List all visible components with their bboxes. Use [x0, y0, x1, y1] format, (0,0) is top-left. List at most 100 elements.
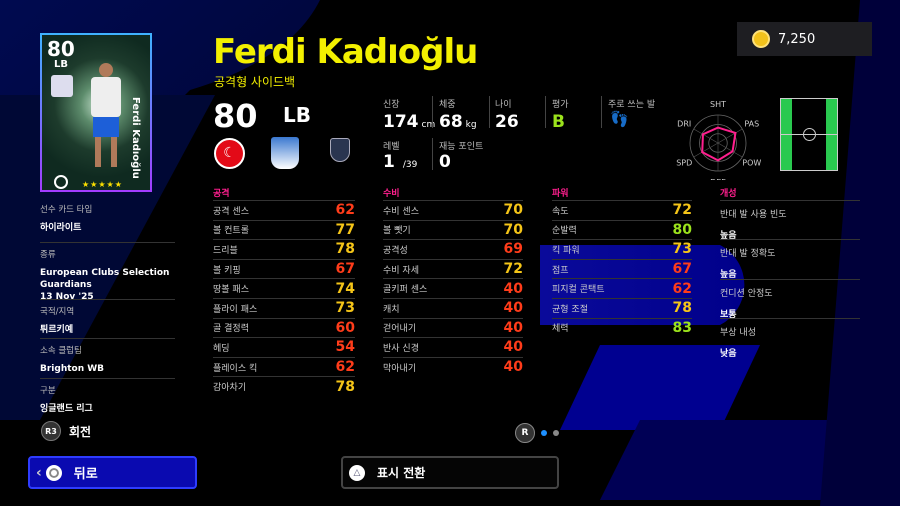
stat-row: 막아내기 40: [383, 356, 523, 377]
skill-points-label: 재능 포인트: [439, 142, 484, 152]
level-number: 1: [383, 152, 395, 172]
trait-label: 컨디션 안정도: [720, 288, 773, 299]
stat-label: 체력: [552, 324, 569, 335]
height-number: 174: [383, 112, 419, 132]
stat-label: 피지컬 콘택트: [552, 285, 605, 296]
stat-value: 40: [503, 319, 523, 336]
trait-value: 높음: [720, 270, 737, 281]
stat-value: 73: [672, 241, 692, 258]
divider: [432, 96, 433, 128]
stat-label: 감아차기: [213, 383, 247, 394]
coin-icon: [752, 30, 770, 48]
stat-row: 헤딩 54: [213, 337, 355, 357]
stat-label: 골키퍼 센스: [383, 285, 428, 296]
card-rating: 80: [47, 37, 75, 61]
stat-value: 40: [503, 280, 523, 297]
back-label: 뒤로: [73, 467, 98, 482]
stat-label: 균형 조절: [552, 304, 588, 315]
stat-value: 62: [672, 280, 692, 297]
position-pitch-map: [780, 98, 838, 171]
page-indicator[interactable]: R: [515, 423, 559, 443]
stat-label: 수비 센스: [383, 206, 419, 217]
stat-value: 69: [503, 241, 523, 258]
back-button[interactable]: ‹ 뒤로: [28, 456, 197, 489]
age-label: 나이: [495, 100, 512, 110]
info-label: 국적/지역: [40, 307, 75, 317]
player-image: [88, 63, 124, 173]
radar-axis: [693, 128, 743, 158]
card-position: LB: [54, 59, 68, 70]
stat-row: 볼 뺏기 70: [383, 219, 523, 240]
page-dot-active[interactable]: [541, 430, 547, 436]
pitch-center-circle: [803, 128, 816, 141]
stat-value: 62: [335, 359, 355, 376]
stat-row: 체력 83: [552, 317, 692, 338]
efootball-logo-icon: [54, 175, 68, 189]
trait-value: 낮음: [720, 348, 737, 359]
trait-label: 반대 발 사용 빈도: [720, 210, 787, 220]
circle-button-icon: [45, 464, 62, 481]
player-position: LB: [283, 103, 311, 127]
info-label: 선수 카드 타입: [40, 205, 93, 215]
divider: [545, 96, 546, 128]
stat-row: 수비 자세 72: [383, 258, 523, 279]
stat-label: 볼 뺏기: [383, 226, 411, 237]
divider: [489, 96, 490, 128]
stat-label: 캐치: [383, 304, 400, 315]
info-label: 구분: [40, 386, 56, 396]
radar-label: SPD: [676, 159, 692, 168]
grade-value: B: [552, 112, 565, 132]
stat-row: 수비 센스 70: [383, 200, 523, 220]
footprint-icon: 👣: [610, 110, 629, 128]
section-title: 공격: [213, 189, 230, 199]
section-title: 수비: [383, 189, 400, 199]
nationality-flag-icon: ☾: [214, 138, 245, 169]
age-value: 26: [495, 112, 519, 132]
rotate-control[interactable]: R3 회전: [41, 421, 91, 441]
radar-label: POW: [742, 159, 761, 168]
player-rating: 80: [213, 97, 258, 135]
rotate-label: 회전: [69, 424, 92, 439]
card-vertical-name: Ferdi Kadıoğlu: [130, 97, 141, 179]
grade-label: 평가: [552, 100, 569, 110]
stat-label: 공격 센스: [213, 206, 249, 217]
stat-row: 반사 신경 40: [383, 337, 523, 357]
stat-row: 균형 조절 78: [552, 298, 692, 318]
player-playstyle: 공격형 사이드백: [214, 75, 296, 89]
weight-number: 68: [439, 112, 463, 132]
stat-value: 54: [335, 339, 355, 356]
weight-unit: kg: [465, 120, 477, 130]
trait-value: 보통: [720, 309, 737, 320]
radar-shape: [701, 126, 737, 162]
stat-value: 70: [503, 221, 523, 238]
stat-row: 감아차기 78: [213, 376, 355, 396]
height-unit: cm: [421, 120, 436, 130]
preferred-foot-label: 주로 쓰는 발: [608, 100, 656, 110]
stat-label: 플레이스 킥: [213, 363, 258, 374]
stat-row: 피지컬 콘택트 62: [552, 278, 692, 298]
weight-label: 체중: [439, 100, 456, 110]
stat-value: 70: [503, 202, 523, 219]
stat-row: 땅볼 패스 74: [213, 278, 355, 298]
info-value: 하이라이트: [40, 223, 82, 233]
info-item: 구분 잉글랜드 리그: [40, 378, 175, 415]
page-dot[interactable]: [553, 430, 559, 436]
toggle-display-button[interactable]: △ 표시 전환: [341, 456, 559, 489]
info-label: 소속 클럽팀: [40, 346, 82, 356]
stat-row: 플레이스 킥 62: [213, 356, 355, 377]
info-value: 튀르키예: [40, 325, 74, 335]
stat-row: 드리블 78: [213, 239, 355, 259]
stat-label: 막아내기: [383, 363, 417, 374]
stat-value: 78: [335, 378, 355, 395]
stat-label: 볼 키핑: [213, 265, 241, 276]
chevron-left-icon: ‹: [36, 464, 42, 481]
player-card[interactable]: 80 LB Ferdi Kadıoğlu ★★★★★: [40, 33, 152, 192]
stat-value: 74: [335, 280, 355, 297]
stat-value: 77: [335, 221, 355, 238]
stat-row: 볼 컨트롤 77: [213, 219, 355, 240]
stat-label: 속도: [552, 206, 569, 217]
league-badge-icon: [330, 138, 350, 162]
